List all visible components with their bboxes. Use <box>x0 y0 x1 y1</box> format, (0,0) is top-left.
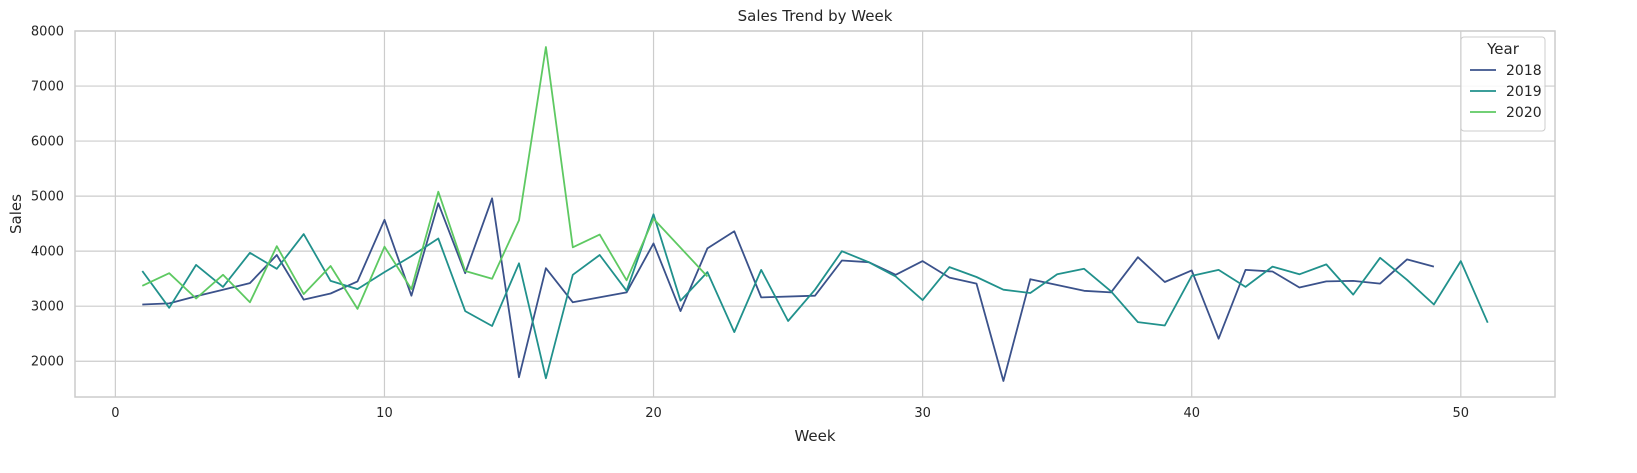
legend-title: Year <box>1486 40 1520 58</box>
series-lines <box>141 46 1489 382</box>
series-line-2020 <box>141 46 709 310</box>
x-tick-labels: 0 10 20 30 40 50 <box>111 406 1469 421</box>
x-tick-label: 30 <box>914 406 931 421</box>
x-tick-label: 50 <box>1453 406 1470 421</box>
y-tick-label: 8000 <box>31 25 64 40</box>
series-line-2019 <box>141 213 1489 380</box>
y-tick-label: 5000 <box>31 190 64 205</box>
y-tick-label: 3000 <box>31 300 64 315</box>
legend-box <box>1460 36 1546 132</box>
y-tick-label: 6000 <box>31 135 64 150</box>
y-tick-label: 2000 <box>31 355 64 370</box>
y-tick-labels: 2000 3000 4000 5000 6000 7000 8000 <box>31 25 64 370</box>
x-axis-label: Week <box>794 427 835 445</box>
y-axis-label: Sales <box>7 194 25 234</box>
legend-label-2020: 2020 <box>1506 105 1542 121</box>
y-tick-label: 4000 <box>31 245 64 260</box>
x-tick-label: 10 <box>376 406 393 421</box>
x-tick-label: 20 <box>645 406 662 421</box>
legend-label-2019: 2019 <box>1506 84 1542 100</box>
plot-frame <box>74 30 1556 398</box>
x-tick-label: 0 <box>111 406 119 421</box>
legend-label-2018: 2018 <box>1506 63 1542 79</box>
x-tick-label: 40 <box>1183 406 1200 421</box>
y-tick-label: 7000 <box>31 80 64 95</box>
legend-items: 2018 2019 2020 <box>1470 63 1542 121</box>
legend: Year 2018 2019 2020 <box>1460 36 1546 132</box>
chart-title: Sales Trend by Week <box>738 7 893 25</box>
